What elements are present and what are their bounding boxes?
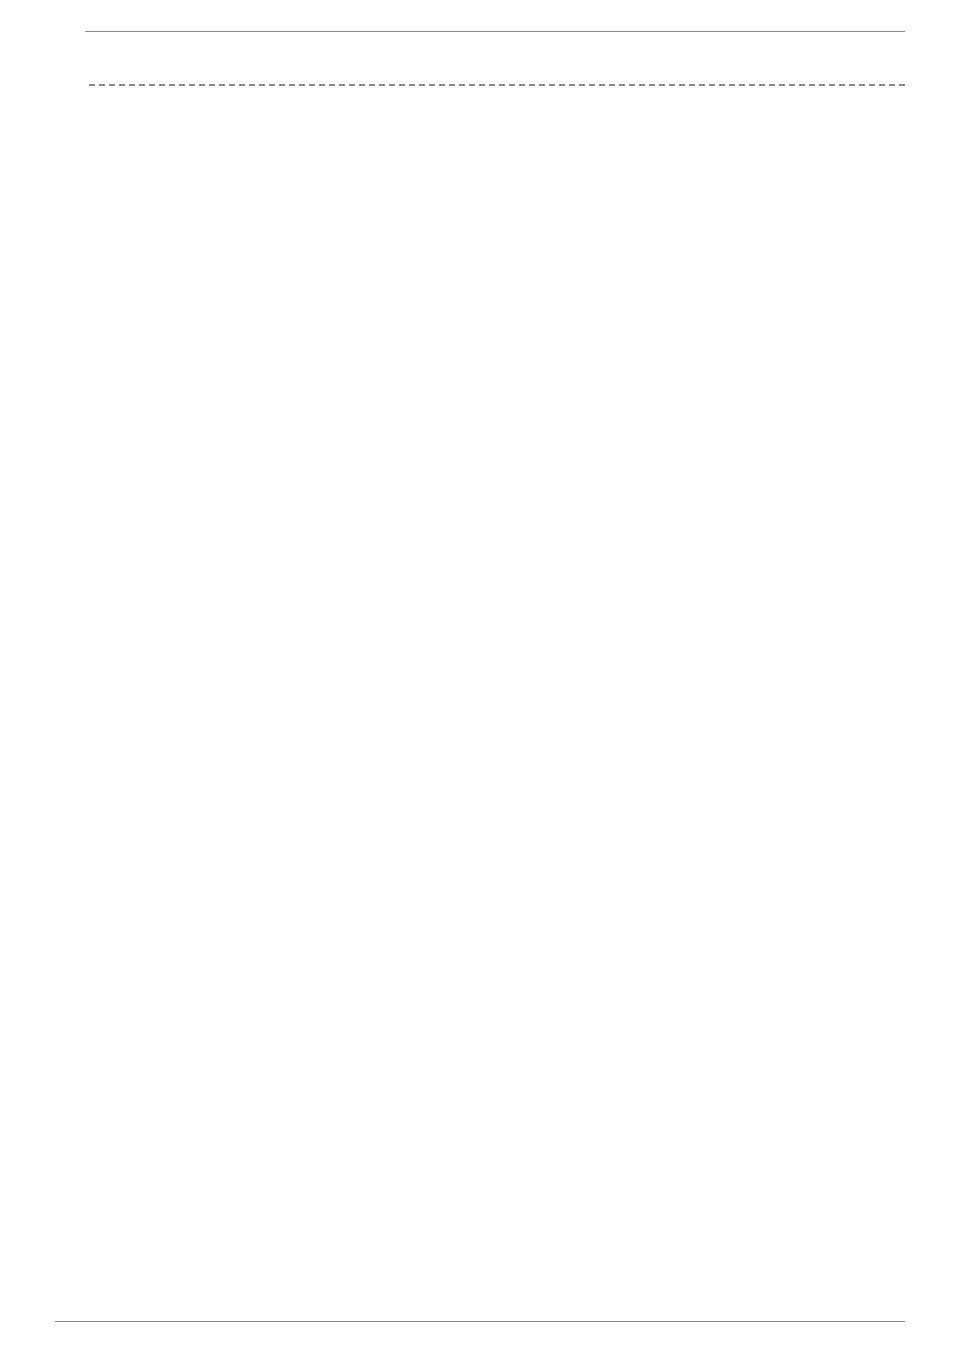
divider bbox=[89, 84, 905, 86]
section-header bbox=[85, 28, 905, 32]
figure-diagram bbox=[160, 96, 800, 766]
page-footer bbox=[55, 1321, 905, 1328]
